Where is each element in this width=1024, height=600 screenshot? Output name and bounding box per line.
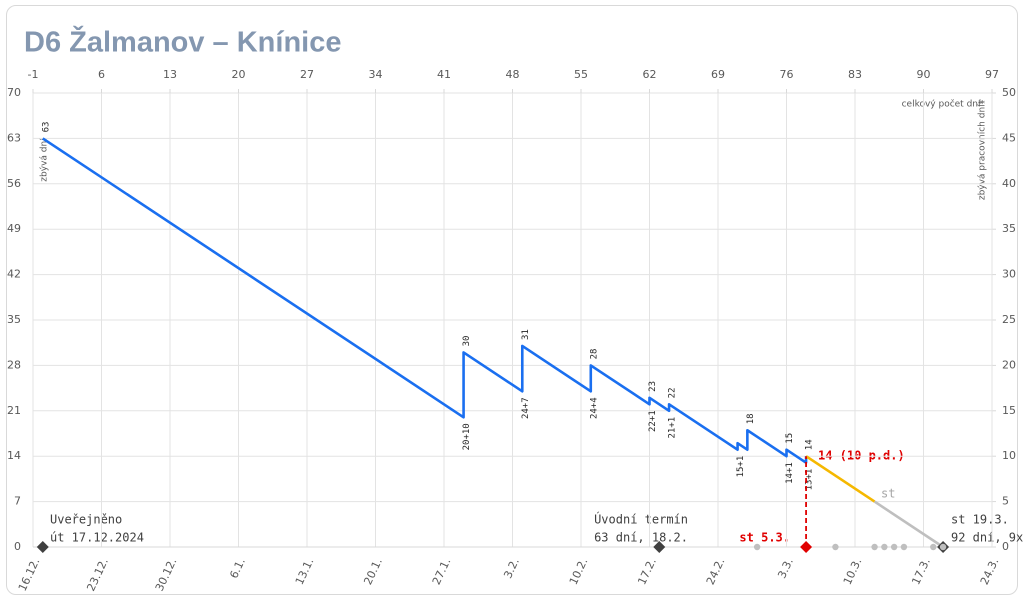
annotation: st 5.3. — [739, 531, 790, 545]
x-tick-label: 23.12. — [84, 556, 111, 593]
data-label: 63 — [41, 122, 51, 133]
x2-tick-label: 55 — [574, 68, 588, 81]
y-tick-label: 35 — [7, 313, 21, 326]
annotation: 92 dní, 9x — [951, 531, 1023, 545]
x2-tick-label: 69 — [711, 68, 725, 81]
x-tick-label: 3.3. — [775, 556, 796, 581]
line — [805, 455, 876, 503]
x2-tick-label: 97 — [985, 68, 999, 81]
x-tick-label: 24.3. — [978, 556, 1002, 587]
data-label: 14+1 — [785, 462, 795, 484]
data-label: 13+1 — [805, 469, 815, 491]
line — [873, 500, 944, 549]
data-label: 23 — [648, 381, 658, 392]
y2-tick-label: 35 — [1002, 222, 1016, 235]
chart-title: D6 Žalmanov – Knínice — [24, 25, 342, 59]
x-tick-label: 17.3. — [909, 556, 933, 587]
x-tick-label: 10.2. — [567, 556, 591, 587]
x-tick-label: 20.1. — [361, 556, 385, 587]
marker — [36, 541, 49, 553]
y2-tick-label: 10 — [1002, 449, 1016, 462]
y2-tick-label: 5 — [1002, 495, 1009, 508]
y-tick-label: 21 — [7, 404, 21, 417]
data-label: 22 — [668, 387, 678, 398]
y-tick-label: 70 — [7, 86, 21, 99]
y2-tick-label: 0 — [1002, 540, 1009, 553]
y2-tick-label: 45 — [1002, 131, 1016, 144]
annotation: st 19.3. — [951, 513, 1009, 527]
data-label: 15 — [785, 433, 795, 444]
y2-axis-label: zbývá pracovních dní* — [978, 99, 988, 200]
y-tick-label: 7 — [14, 495, 21, 508]
marker — [753, 543, 761, 551]
x-tick-label: 24.2. — [704, 556, 728, 587]
x2-tick-label: 90 — [917, 68, 931, 81]
x2-tick-label: 27 — [300, 68, 314, 81]
x2-tick-label: 13 — [163, 68, 177, 81]
x2-tick-label: 34 — [369, 68, 383, 81]
data-label: 18 — [746, 413, 756, 424]
y2-tick-label: 25 — [1002, 313, 1016, 326]
data-label: 21+1 — [668, 417, 678, 439]
x-tick-label: 16.12. — [16, 556, 43, 593]
x2-tick-label: 76 — [780, 68, 794, 81]
x-tick-label: 10.3. — [841, 556, 865, 587]
data-label: 24+7 — [521, 397, 531, 419]
marker — [832, 543, 839, 551]
y-tick-label: 49 — [7, 222, 21, 235]
marker — [939, 543, 947, 551]
data-label: 28 — [589, 349, 599, 360]
y2-tick-label: 20 — [1002, 358, 1016, 371]
x-tick-label: 27.1. — [430, 556, 454, 587]
data-label: 14 — [805, 439, 815, 450]
y-tick-label: 28 — [7, 358, 21, 371]
marker — [900, 543, 908, 551]
y-tick-label: 63 — [7, 131, 21, 144]
y2-tick-label: 30 — [1002, 268, 1016, 281]
x-tick-label: 3.2. — [501, 556, 522, 581]
x-tick-label: 13.1. — [293, 556, 317, 587]
marker — [653, 541, 666, 553]
x2-axis-label: celkový počet dní* — [902, 99, 986, 110]
y-tick-label: 56 — [7, 177, 21, 190]
marker — [881, 543, 888, 551]
marker — [890, 543, 898, 551]
x2-tick-label: -1 — [28, 68, 39, 81]
x-tick-label: 17.2. — [635, 556, 659, 587]
x2-tick-label: 41 — [437, 68, 451, 81]
marker — [800, 541, 813, 553]
y2-tick-label: 40 — [1002, 177, 1016, 190]
y-axis-label: zbývá dní — [40, 138, 50, 182]
y-tick-label: 14 — [7, 449, 21, 462]
x2-tick-label: 83 — [848, 68, 862, 81]
data-label: 30 — [462, 336, 472, 347]
annotation: 63 dní, 18.2. — [594, 531, 688, 545]
data-label: 15+1 — [736, 456, 746, 478]
data-label: 24+4 — [589, 397, 599, 419]
y-tick-label: 0 — [14, 540, 21, 553]
annotation: st — [881, 487, 895, 501]
annotation: Úvodní termín — [594, 512, 688, 527]
y2-tick-label: 15 — [1002, 404, 1016, 417]
annotation: út 17.12.2024 — [50, 531, 144, 545]
x-tick-label: 6.1. — [227, 556, 248, 581]
y-tick-label: 42 — [7, 268, 21, 281]
data-label: 31 — [521, 329, 531, 340]
x-tick-label: 30.12. — [153, 556, 180, 593]
annotation: 14 (10 p.d.) — [818, 449, 905, 463]
y2-tick-label: 50 — [1002, 86, 1016, 99]
x2-tick-label: 62 — [643, 68, 657, 81]
x2-tick-label: 6 — [98, 68, 105, 81]
marker — [871, 543, 878, 551]
marker — [930, 543, 937, 551]
data-label: 20+10 — [462, 423, 472, 450]
line — [42, 137, 808, 464]
x2-tick-label: 20 — [232, 68, 246, 81]
data-label: 22+1 — [648, 410, 658, 432]
x2-tick-label: 48 — [506, 68, 520, 81]
annotation: Uveřejněno — [50, 513, 122, 527]
